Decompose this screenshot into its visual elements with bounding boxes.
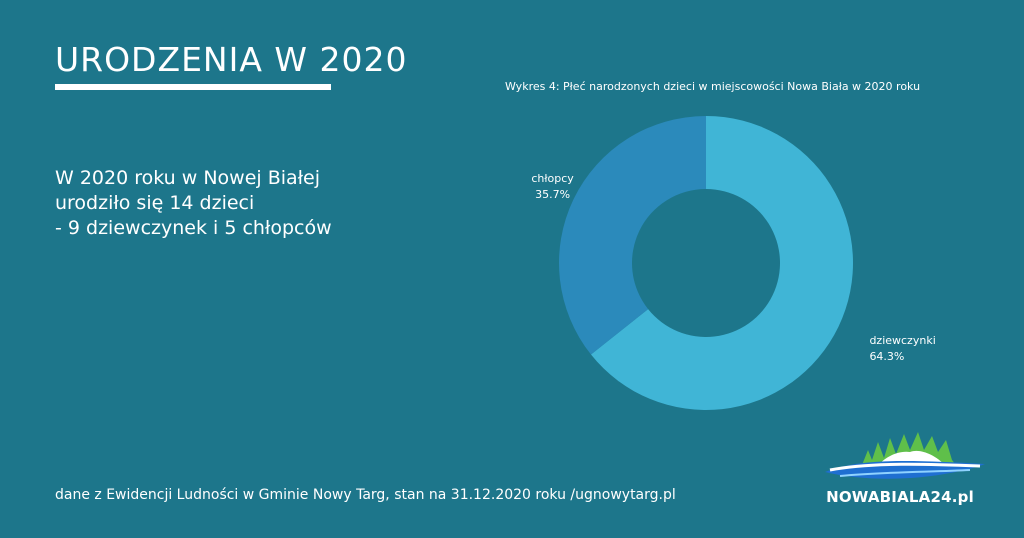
slice-label-chłopcy: chłopcy [531, 172, 574, 185]
summary-text: W 2020 roku w Nowej Białej urodziło się … [55, 166, 332, 241]
donut-slice-dziewczynki [590, 116, 853, 410]
nowabiala24-logo-graphic [825, 432, 985, 479]
summary-line-2: urodziło się 14 dzieci [55, 192, 255, 214]
chart-title: Wykres 4: Płeć narodzonych dzieci w miej… [505, 80, 921, 93]
slice-value-dziewczynki: 64.3% [869, 350, 904, 363]
summary-line-1: W 2020 roku w Nowej Białej [55, 167, 321, 189]
logo-text: NOWABIALA24.pl [826, 488, 974, 506]
donut-slice-chłopcy [559, 116, 706, 355]
summary-line-3: - 9 dziewczynek i 5 chłopców [55, 217, 332, 239]
slice-value-chłopcy: 35.7% [535, 188, 570, 201]
slice-label-dziewczynki: dziewczynki [869, 334, 935, 347]
donut-chart: dziewczynki 64.3% chłopcy 35.7% [531, 116, 936, 410]
source-note: dane z Ewidencji Ludności w Gminie Nowy … [55, 487, 676, 503]
page-title: URODZENIA W 2020 [55, 40, 408, 79]
title-underline [55, 84, 331, 90]
